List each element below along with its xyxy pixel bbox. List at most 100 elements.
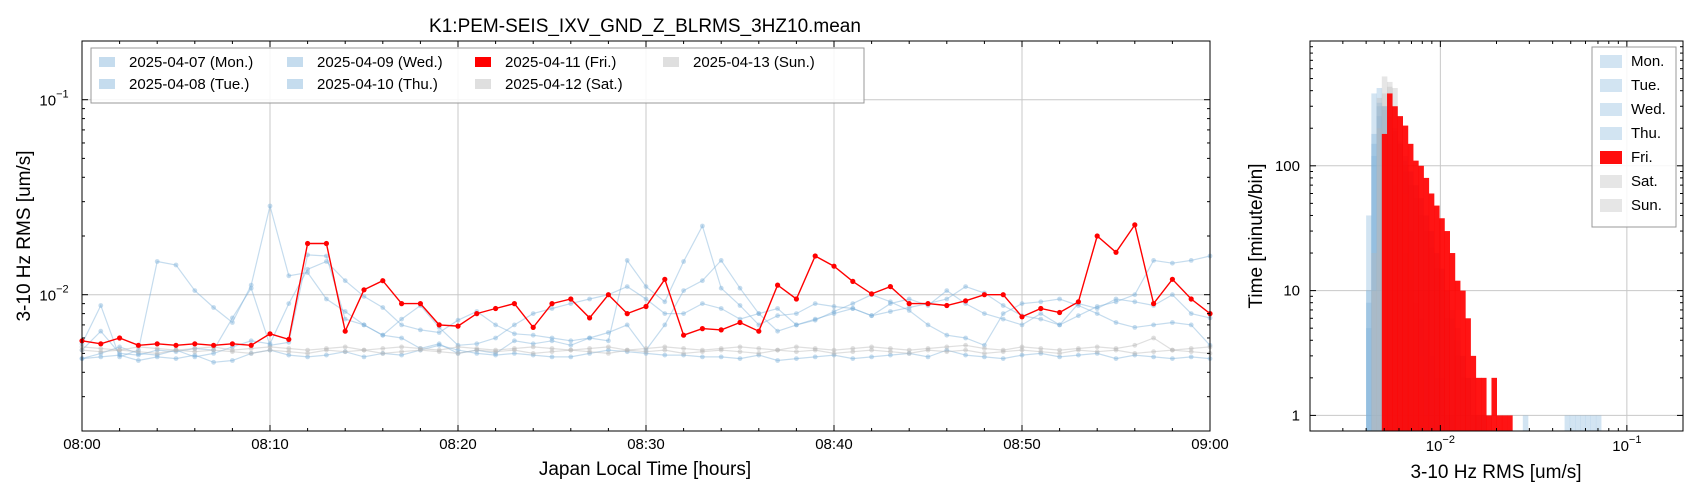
timeseries-point bbox=[831, 347, 837, 353]
histogram-legend-swatch bbox=[1600, 175, 1622, 188]
timeseries-point bbox=[681, 259, 686, 264]
timeseries-point bbox=[512, 346, 517, 351]
timeseries-point bbox=[888, 301, 893, 306]
timeseries-point bbox=[154, 259, 160, 264]
histogram-bar bbox=[1376, 106, 1383, 431]
timeseries-point bbox=[173, 342, 179, 348]
histogram-bar bbox=[1366, 290, 1372, 431]
timeseries-point bbox=[1038, 349, 1044, 355]
timeseries-legend-swatch bbox=[475, 57, 491, 67]
timeseries-point bbox=[361, 354, 367, 360]
timeseries-x-tick-label: 08:50 bbox=[1003, 436, 1041, 453]
timeseries-point bbox=[192, 354, 198, 360]
timeseries-point bbox=[436, 341, 442, 347]
timeseries-point bbox=[624, 311, 630, 317]
histogram-legend-label: Thu. bbox=[1631, 125, 1661, 142]
histogram-bar bbox=[1465, 318, 1471, 431]
histogram-bar bbox=[1475, 377, 1482, 431]
histogram-bar bbox=[1454, 280, 1461, 431]
timeseries-point bbox=[1038, 351, 1044, 356]
timeseries-point bbox=[230, 349, 235, 355]
timeseries-point bbox=[1019, 322, 1025, 328]
timeseries-point bbox=[831, 311, 837, 316]
histogram-bar bbox=[1366, 328, 1372, 431]
timeseries-series-2025-04-11 bbox=[79, 222, 1213, 348]
timeseries-point bbox=[418, 346, 423, 351]
histogram-bar bbox=[1371, 143, 1377, 431]
timeseries-y-tick-label-mantissa: 10 bbox=[39, 93, 56, 110]
timeseries-line bbox=[81, 205, 1211, 358]
timeseries-point bbox=[211, 347, 217, 353]
timeseries-point bbox=[1169, 276, 1175, 282]
timeseries-x-tick-label: 08:00 bbox=[63, 436, 101, 453]
timeseries-point bbox=[455, 351, 461, 356]
timeseries-point bbox=[286, 352, 292, 358]
histogram-bars bbox=[1366, 76, 1602, 432]
histogram-bar bbox=[1585, 415, 1591, 431]
timeseries-point bbox=[568, 347, 574, 353]
timeseries-point bbox=[587, 315, 593, 321]
histogram-bar bbox=[1376, 97, 1383, 432]
timeseries-point bbox=[982, 311, 987, 316]
timeseries-point bbox=[812, 346, 818, 351]
histogram-bar bbox=[1580, 415, 1586, 431]
timeseries-legend-label: 2025-04-08 (Tue.) bbox=[129, 76, 249, 93]
timeseries-point bbox=[361, 322, 367, 328]
timeseries-point bbox=[1076, 347, 1081, 353]
timeseries-point bbox=[286, 336, 292, 342]
timeseries-point bbox=[1038, 299, 1044, 305]
timeseries-point bbox=[794, 349, 799, 355]
timeseries-point bbox=[361, 347, 367, 353]
histogram-bar bbox=[1590, 415, 1597, 431]
histogram-x-tick-label: 10−2 bbox=[1426, 434, 1455, 455]
timeseries-point bbox=[925, 354, 931, 360]
timeseries-point bbox=[982, 354, 987, 360]
histogram-legend-swatch bbox=[1600, 79, 1622, 92]
timeseries-point bbox=[756, 352, 762, 358]
histogram-legend-swatch bbox=[1600, 55, 1622, 68]
timeseries-point bbox=[192, 341, 198, 347]
timeseries-point bbox=[587, 335, 592, 341]
timeseries-point bbox=[737, 349, 743, 355]
histogram-bar bbox=[1407, 143, 1414, 431]
timeseries-point bbox=[963, 298, 969, 304]
timeseries-y-tick-label-exponent: −2 bbox=[56, 284, 69, 296]
histogram-x-tick-label-exponent: −1 bbox=[1629, 434, 1642, 446]
timeseries-point bbox=[530, 311, 536, 316]
timeseries-point bbox=[925, 346, 931, 351]
timeseries-point bbox=[549, 306, 555, 311]
timeseries-point bbox=[1019, 347, 1025, 353]
timeseries-point bbox=[812, 317, 818, 323]
timeseries-point bbox=[436, 330, 442, 335]
timeseries-point bbox=[380, 351, 386, 356]
timeseries-point bbox=[493, 335, 498, 341]
timeseries-y-tick-label-exponent: −1 bbox=[56, 89, 69, 101]
timeseries-point bbox=[342, 316, 348, 322]
timeseries-point bbox=[643, 303, 649, 310]
timeseries-point bbox=[192, 349, 198, 355]
timeseries-point bbox=[1094, 306, 1100, 311]
timeseries-point bbox=[982, 346, 987, 351]
histogram-x-tick-label-mantissa: 10 bbox=[1426, 438, 1443, 455]
timeseries-point bbox=[662, 347, 668, 353]
timeseries-line bbox=[81, 344, 1211, 363]
timeseries-point bbox=[399, 335, 404, 341]
timeseries-point bbox=[1094, 344, 1100, 350]
timeseries-point bbox=[756, 322, 762, 328]
histogram-y-tick-label: 100 bbox=[1275, 158, 1300, 175]
timeseries-point bbox=[906, 351, 912, 356]
timeseries-point bbox=[794, 356, 799, 361]
histogram-bar bbox=[1418, 165, 1424, 432]
timeseries-legend-swatch bbox=[287, 57, 303, 67]
timeseries-point bbox=[775, 358, 780, 363]
histogram-legend-label: Sun. bbox=[1631, 197, 1662, 214]
timeseries-point bbox=[248, 351, 254, 356]
timeseries-point bbox=[418, 347, 423, 353]
histogram-bar bbox=[1366, 215, 1372, 431]
histogram-bar bbox=[1569, 415, 1576, 431]
timeseries-point bbox=[474, 347, 480, 353]
timeseries-line bbox=[81, 349, 1211, 355]
histogram-bar bbox=[1423, 177, 1430, 431]
histogram-y-tick-label: 1 bbox=[1292, 407, 1300, 424]
timeseries-point bbox=[474, 351, 480, 356]
